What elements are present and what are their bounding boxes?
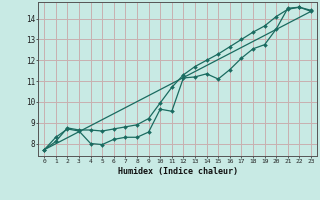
X-axis label: Humidex (Indice chaleur): Humidex (Indice chaleur) [118,167,238,176]
